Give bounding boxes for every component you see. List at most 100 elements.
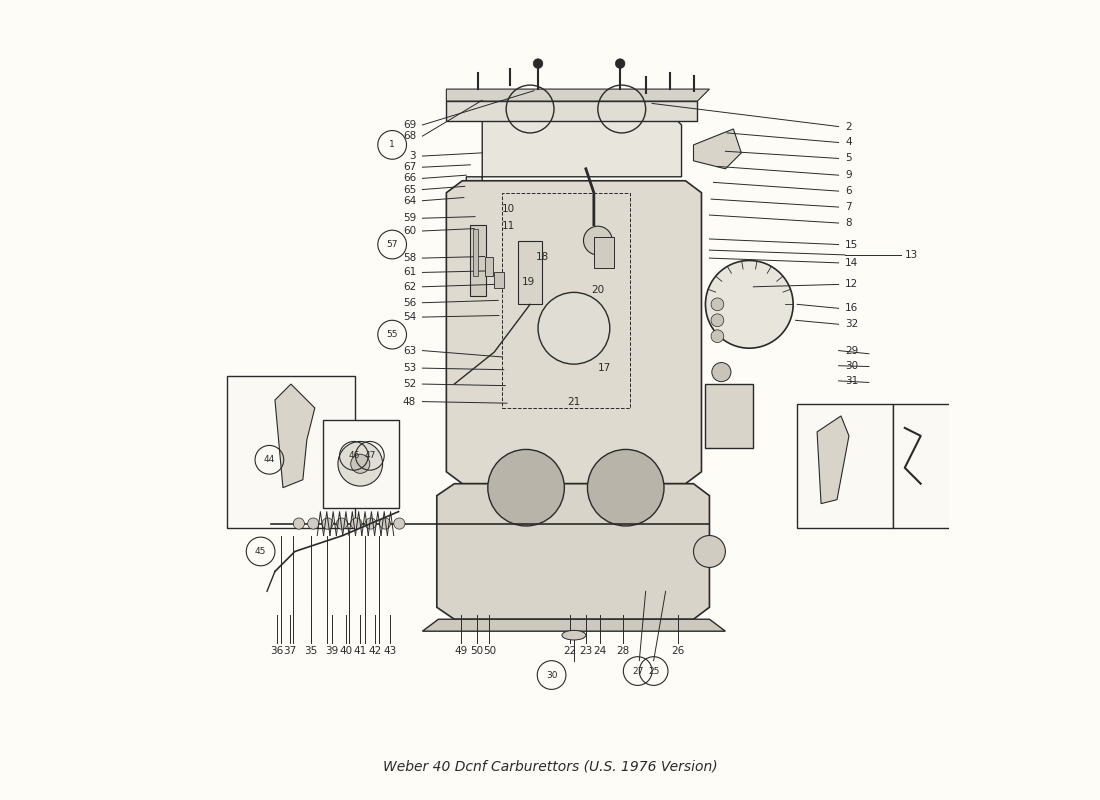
Circle shape: [322, 518, 333, 529]
Circle shape: [351, 518, 362, 529]
Text: 19: 19: [521, 277, 535, 287]
Text: 46: 46: [349, 451, 360, 460]
Circle shape: [538, 292, 609, 364]
Text: 59: 59: [403, 214, 416, 223]
Bar: [485, 257, 493, 277]
Text: 50: 50: [483, 646, 496, 656]
Text: 54: 54: [403, 312, 416, 322]
Text: 68: 68: [403, 131, 416, 141]
Polygon shape: [466, 113, 682, 181]
Circle shape: [338, 442, 383, 486]
Text: 32: 32: [845, 319, 858, 330]
Text: 5: 5: [845, 154, 851, 163]
Text: 64: 64: [403, 196, 416, 206]
Text: 14: 14: [845, 258, 858, 268]
Text: 60: 60: [403, 226, 416, 236]
Circle shape: [583, 226, 613, 255]
Text: 3: 3: [409, 151, 416, 161]
Circle shape: [379, 518, 390, 529]
Circle shape: [308, 518, 319, 529]
Text: 6: 6: [845, 186, 851, 196]
Text: 29: 29: [845, 346, 858, 355]
Text: 30: 30: [845, 361, 858, 370]
Text: 67: 67: [403, 162, 416, 172]
Text: 40: 40: [339, 646, 352, 656]
Circle shape: [705, 261, 793, 348]
Text: 49: 49: [454, 646, 467, 656]
Ellipse shape: [562, 630, 586, 640]
Text: 16: 16: [845, 303, 858, 314]
Text: 42: 42: [368, 646, 382, 656]
Text: 21: 21: [568, 397, 581, 406]
Text: 36: 36: [270, 646, 283, 656]
Text: 25: 25: [648, 666, 659, 675]
Circle shape: [294, 518, 305, 529]
Text: 24: 24: [594, 646, 607, 656]
Bar: [518, 241, 542, 304]
Bar: [473, 229, 478, 277]
Circle shape: [337, 518, 348, 529]
Text: 4: 4: [845, 138, 851, 147]
Polygon shape: [447, 101, 697, 121]
Text: 37: 37: [284, 646, 297, 656]
Text: 9: 9: [845, 170, 851, 180]
Polygon shape: [275, 384, 315, 488]
Circle shape: [615, 58, 625, 68]
Bar: [798, 404, 893, 527]
Text: 62: 62: [403, 282, 416, 292]
Text: 61: 61: [403, 267, 416, 278]
Text: 48: 48: [403, 397, 416, 406]
Text: 47: 47: [364, 451, 375, 460]
Text: 10: 10: [502, 204, 515, 214]
Text: 26: 26: [671, 646, 684, 656]
Circle shape: [394, 518, 405, 529]
Text: 69: 69: [403, 120, 416, 130]
Text: 41: 41: [353, 646, 367, 656]
Text: 7: 7: [845, 202, 851, 212]
Text: 65: 65: [403, 185, 416, 194]
Text: 56: 56: [403, 298, 416, 308]
Text: 8: 8: [845, 218, 851, 228]
Text: 27: 27: [632, 666, 644, 675]
Bar: [503, 193, 629, 408]
Text: 12: 12: [845, 279, 858, 290]
Text: 43: 43: [383, 646, 396, 656]
Text: 39: 39: [324, 646, 338, 656]
Text: 20: 20: [592, 285, 604, 295]
Text: 35: 35: [305, 646, 318, 656]
Text: 30: 30: [546, 670, 558, 679]
Text: 15: 15: [845, 239, 858, 250]
Circle shape: [487, 450, 564, 526]
Text: 53: 53: [403, 363, 416, 373]
Text: 2: 2: [845, 122, 851, 131]
Bar: [705, 384, 754, 448]
Polygon shape: [437, 484, 710, 619]
Polygon shape: [447, 181, 702, 484]
Polygon shape: [447, 89, 710, 101]
Text: 13: 13: [905, 250, 918, 260]
Text: 55: 55: [386, 330, 398, 339]
Polygon shape: [693, 129, 741, 169]
Circle shape: [693, 535, 725, 567]
Text: 44: 44: [264, 455, 275, 464]
Polygon shape: [817, 416, 849, 504]
Text: 66: 66: [403, 174, 416, 183]
Circle shape: [351, 454, 370, 474]
Text: 1: 1: [389, 140, 395, 150]
Circle shape: [365, 518, 376, 529]
Text: 63: 63: [403, 346, 416, 355]
Polygon shape: [422, 619, 725, 631]
Bar: [227, 376, 354, 527]
Text: 31: 31: [845, 376, 858, 386]
Text: 18: 18: [536, 251, 549, 262]
Text: 28: 28: [617, 646, 630, 656]
Text: 57: 57: [386, 240, 398, 249]
Bar: [494, 273, 504, 288]
Text: 52: 52: [403, 379, 416, 389]
Text: 22: 22: [563, 646, 576, 656]
Circle shape: [587, 450, 664, 526]
Circle shape: [712, 362, 732, 382]
Text: Weber 40 Dcnf Carburettors (U.S. 1976 Version): Weber 40 Dcnf Carburettors (U.S. 1976 Ve…: [383, 760, 717, 774]
Bar: [471, 225, 486, 296]
Bar: [893, 404, 957, 527]
